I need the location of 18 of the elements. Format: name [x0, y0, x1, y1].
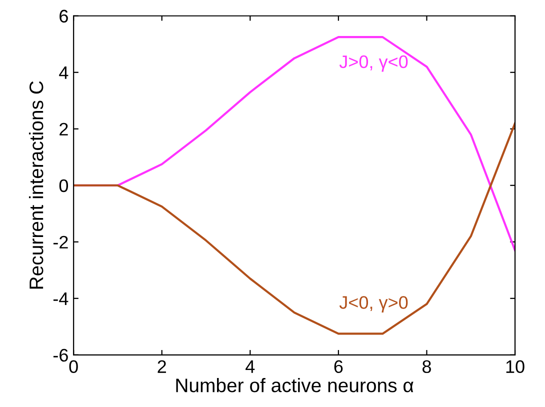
- x-axis-title: Number of active neurons α: [176, 378, 414, 392]
- y-tick-label: 0: [59, 179, 68, 192]
- y-tick-label: -2: [53, 236, 68, 248]
- y-axis-title: Recurrent interactions C: [28, 81, 44, 289]
- x-tick-label: 2: [158, 360, 166, 373]
- series-label: J<0, γ>0: [339, 296, 408, 312]
- line-series: [74, 122, 516, 335]
- series-label: J>0, γ<0: [339, 55, 408, 72]
- x-tick-label: 6: [334, 360, 343, 374]
- y-tick-label: -6: [53, 348, 68, 362]
- x-tick-label: 0: [69, 360, 78, 374]
- y-tick-label: -4: [53, 292, 68, 305]
- y-tick-label: 4: [59, 66, 68, 79]
- y-tick-label: 6: [60, 10, 68, 23]
- x-tick-label: 8: [422, 360, 431, 374]
- y-tick-label: 2: [60, 122, 68, 136]
- x-tick-label: 4: [246, 360, 255, 373]
- x-tick-label: 10: [506, 360, 524, 374]
